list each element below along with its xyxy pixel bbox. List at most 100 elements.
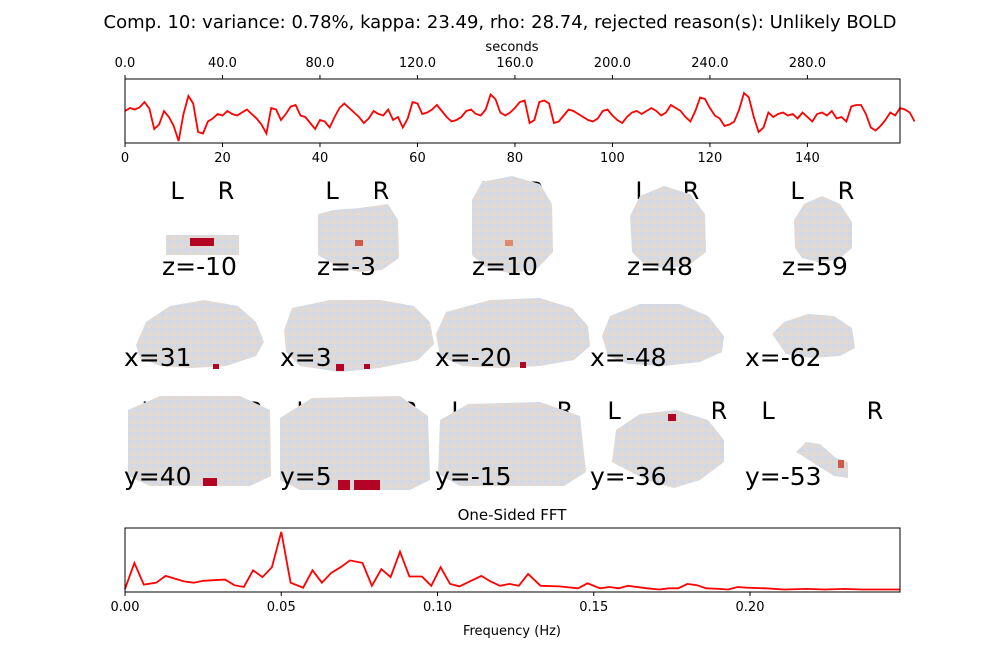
fft-title: One-Sided FFT	[458, 506, 568, 524]
left-marker: L	[170, 177, 184, 205]
tick-label: 240.0	[691, 56, 728, 71]
activation-cluster	[336, 364, 344, 371]
left-marker: L	[761, 397, 775, 425]
tick-label: 40.0	[208, 56, 237, 71]
axial-slice-2: L R z=-3	[317, 177, 399, 281]
sagittal-slice-4: x=-48	[590, 304, 724, 372]
tick-label: 0.20	[736, 600, 765, 615]
timeseries-bottom-ticks: 0 20 40 60 80 100 120 140	[121, 143, 820, 166]
slice-label: z=-3	[317, 252, 376, 281]
brain-slice-image	[796, 442, 848, 478]
coronal-slice-3: L R y=-15	[435, 397, 586, 491]
tick-label: 60	[409, 151, 426, 166]
timeseries-top-ticks: 0.0 40.0 80.0 120.0 160.0 200.0 240.0 280.0	[115, 56, 826, 79]
tick-label: 0.05	[267, 600, 296, 615]
right-marker: R	[711, 397, 728, 425]
brain-slice-image	[772, 314, 855, 358]
tick-label: 40	[312, 151, 329, 166]
activation-cluster	[364, 364, 370, 369]
activation-cluster	[354, 480, 380, 490]
coronal-slice-2: L R y=5	[280, 396, 430, 491]
timeseries-top-axis-label: seconds	[485, 40, 538, 55]
tick-label: 200.0	[594, 56, 631, 71]
right-marker: R	[373, 177, 390, 205]
axial-slices-row: L R z=-10 L R z=-3 L R z=10 L R z=48 L	[162, 176, 854, 281]
brain-slice-image	[472, 176, 553, 273]
timeseries-frame	[124, 78, 901, 144]
slice-label: x=-48	[590, 343, 667, 372]
brain-slice-image	[438, 402, 586, 486]
sagittal-slices-row: x=31 x=3 x=-20 x=-48 x=-62	[124, 298, 855, 372]
brain-slice-image	[630, 186, 706, 268]
slice-label: y=40	[124, 462, 192, 491]
activation-cluster	[190, 238, 214, 246]
tick-label: 280.0	[789, 56, 826, 71]
activation-cluster	[668, 414, 676, 421]
activation-cluster	[838, 460, 844, 468]
right-marker: R	[218, 177, 235, 205]
tick-label: 0.00	[111, 600, 140, 615]
fft-x-axis-label: Frequency (Hz)	[463, 624, 561, 639]
slice-label: x=-20	[435, 343, 512, 372]
activation-cluster	[355, 240, 363, 246]
axial-slice-3: L R z=10	[472, 176, 553, 281]
slice-label: z=59	[782, 252, 848, 281]
left-marker: L	[325, 177, 339, 205]
activation-cluster	[338, 480, 350, 490]
brain-slice-image	[284, 300, 434, 372]
brain-slice-image	[136, 300, 264, 368]
slice-label: y=5	[280, 462, 332, 491]
axial-slice-4: L R z=48	[627, 177, 706, 281]
right-marker: R	[838, 177, 855, 205]
tick-label: 0.10	[423, 600, 452, 615]
fft-panel: One-Sided FFT 0.00 0.05 0.10 0.15 0.20 Frequ…	[111, 506, 901, 639]
slice-label: x=31	[124, 343, 192, 372]
fft-frame	[124, 527, 901, 593]
coronal-slice-1: L R y=40	[124, 396, 271, 491]
fft-x-ticks: 0.00 0.05 0.10 0.15 0.20	[111, 592, 765, 615]
tick-label: 140	[795, 151, 820, 166]
left-marker: L	[607, 397, 621, 425]
tick-label: 80	[507, 151, 524, 166]
activation-cluster	[520, 362, 526, 368]
brain-slice-image	[602, 304, 724, 366]
slice-label: z=-10	[162, 252, 237, 281]
activation-cluster	[203, 478, 217, 486]
figure-title: Comp. 10: variance: 0.78%, kappa: 23.49,…	[104, 12, 897, 33]
axial-slice-5: L R z=59	[782, 177, 854, 281]
brain-slice-image	[436, 298, 590, 368]
tick-label: 80.0	[305, 56, 334, 71]
slice-label: x=-62	[745, 343, 822, 372]
right-marker: R	[867, 397, 884, 425]
sagittal-slice-5: x=-62	[745, 314, 855, 372]
activation-cluster	[505, 240, 513, 246]
left-marker: L	[790, 177, 804, 205]
slice-label: x=3	[280, 343, 332, 372]
coronal-slice-4: L R y=-36	[590, 397, 727, 491]
coronal-slices-row: L R y=40 L R y=5 L R y=-15 L R y=-36	[124, 396, 883, 491]
tick-label: 100	[600, 151, 625, 166]
sagittal-slice-1: x=31	[124, 300, 264, 372]
axial-slice-1: L R z=-10	[162, 177, 239, 281]
tick-label: 20	[214, 151, 231, 166]
brain-slice-image	[280, 396, 430, 490]
brain-slice-image	[128, 396, 271, 486]
coronal-slice-5: L R y=-53	[745, 397, 883, 491]
brain-slice-image	[318, 204, 399, 272]
sagittal-slice-3: x=-20	[435, 298, 590, 372]
tick-label: 160.0	[496, 56, 533, 71]
tick-label: 0	[121, 151, 129, 166]
sagittal-slice-2: x=3	[280, 300, 434, 372]
brain-slice-image	[612, 410, 724, 488]
tick-label: 0.0	[115, 56, 136, 71]
slice-label: z=10	[472, 252, 538, 281]
activation-cluster	[213, 364, 219, 369]
slice-label: y=-53	[745, 462, 822, 491]
timeseries-line	[124, 91, 916, 142]
tick-label: 120.0	[399, 56, 436, 71]
slice-label: y=-15	[435, 462, 512, 491]
slice-label: y=-36	[590, 462, 667, 491]
tick-label: 0.15	[579, 600, 608, 615]
fft-line	[124, 531, 900, 591]
